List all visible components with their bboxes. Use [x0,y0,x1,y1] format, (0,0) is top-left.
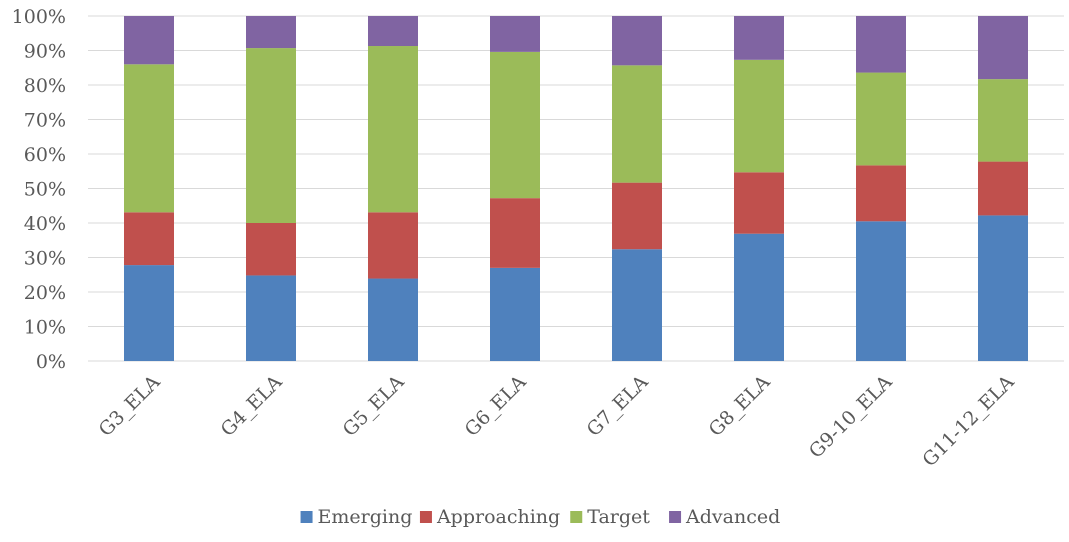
y-tick-label: 100% [12,6,66,28]
bar-segment: G6_ELA – Emerging: 27% [490,267,540,361]
bar-segment: G11-12_ELA – Emerging: 42.2% [978,215,1028,361]
x-tick-label: G4_ELA [217,371,287,441]
legend-swatch [419,511,432,523]
x-tick-label: G5_ELA [339,371,409,441]
y-tick-label: 0% [36,351,66,373]
bar-segment: G5_ELA – Approaching: 19.2% [368,212,418,279]
x-tick-label: G7_ELA [583,371,653,441]
bar-segment: G3_ELA – Target: 42.9% [124,64,174,213]
y-tick-label: 30% [24,248,66,270]
bar-segment: G5_ELA – Target: 48.2% [368,46,418,213]
bar-segment: G11-12_ELA – Advanced: 18.3% [978,16,1028,80]
y-tick-label: 50% [24,179,66,201]
x-tick-label: G11-12_ELA [918,371,1018,471]
x-tick-label: G3_ELA [95,371,165,441]
bar-segment: G4_ELA – Approaching: 15.2% [246,223,296,276]
y-tick-label: 90% [24,41,66,63]
bar-segment: G8_ELA – Emerging: 36.9% [734,233,784,361]
y-tick-label: 10% [24,317,66,339]
bar-segment: G5_ELA – Advanced: 8.7% [368,16,418,47]
bar-segment: G11-12_ELA – Target: 23.9% [978,79,1028,162]
x-axis-labels: G3_ELA G4_ELA G5_ELA G6_ELA G7_ELA G8_ELA G9-1… [95,371,1019,471]
legend-label: Target [587,506,650,528]
y-axis-labels: 0% 10% 20% 30% 40% 50% 60% 70% 80% 90% 100% [12,6,66,373]
bar-segment: G6_ELA – Target: 42.4% [490,51,540,199]
y-tick-label: 60% [24,144,66,166]
bar-segment: G7_ELA – Advanced: 14.3% [612,16,662,66]
bar-segment: G6_ELA – Approaching: 20.2% [490,198,540,268]
bar-segment: G6_ELA – Advanced: 10.4% [490,16,540,52]
bars: G3_ELA – Emerging: 27.8%G3_ELA – Approac… [124,16,1028,361]
bar-segment: G9-10_ELA – Target: 26.9% [856,72,906,166]
gridlines [88,15,1064,362]
bar-segment: G3_ELA – Emerging: 27.8% [124,265,174,361]
bar-segment: G8_ELA – Approaching: 17.8% [734,172,784,234]
bar-segment: G5_ELA – Emerging: 23.9% [368,278,418,361]
legend: Emerging Approaching Target Advanced [300,506,780,528]
bar-segment: G4_ELA – Emerging: 24.8% [246,275,296,361]
bar-segment: G11-12_ELA – Approaching: 15.6% [978,161,1028,216]
y-tick-label: 20% [24,282,66,304]
x-tick-label: G9-10_ELA [805,371,897,463]
bar-segment: G9-10_ELA – Approaching: 16.2% [856,165,906,222]
x-tick-label: G8_ELA [705,371,775,441]
y-tick-label: 70% [24,110,66,132]
x-tick-label: G6_ELA [461,371,531,441]
bar-segment: G9-10_ELA – Advanced: 16.4% [856,16,906,73]
bar-segment: G3_ELA – Advanced: 14% [124,16,174,65]
bar-segment: G7_ELA – Target: 34% [612,65,662,183]
bar-segment: G4_ELA – Advanced: 9.3% [246,16,296,49]
bar-segment: G8_ELA – Target: 32.6% [734,59,784,173]
y-tick-label: 40% [24,213,66,235]
bar-segment: G9-10_ELA – Emerging: 40.5% [856,221,906,361]
legend-label: Approaching [436,506,560,528]
bar-segment: G7_ELA – Approaching: 19.3% [612,182,662,250]
bar-segment: G8_ELA – Advanced: 12.7% [734,16,784,60]
y-tick-label: 80% [24,75,66,97]
bar-segment: G3_ELA – Approaching: 15.3% [124,212,174,266]
bar-segment: G4_ELA – Target: 50.7% [246,48,296,224]
legend-swatch [669,511,682,523]
legend-label: Emerging [318,506,413,528]
legend-swatch [300,511,313,523]
legend-label: Advanced [685,506,780,528]
legend-swatch [570,511,583,523]
bar-segment: G7_ELA – Emerging: 32.4% [612,249,662,361]
